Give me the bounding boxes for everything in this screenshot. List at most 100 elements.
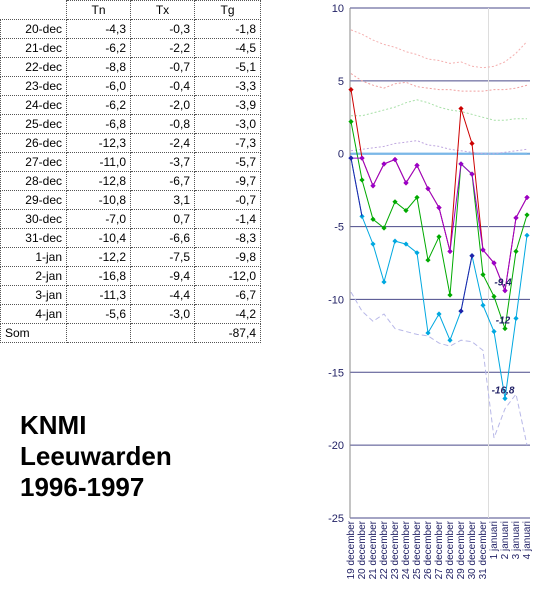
series-point-tx_green <box>513 248 519 254</box>
row-tx: -4,4 <box>130 285 195 305</box>
row-tg: -12,0 <box>194 266 261 286</box>
caption-station: Leeuwarden <box>20 441 172 471</box>
series-point-tg <box>414 162 420 168</box>
x-tick-label: 26 december <box>423 520 434 579</box>
table-body: 20-dec -4,3 -0,3 -1,8 21-dec -6,2 -2,2 -4,5 22-d… <box>0 19 261 324</box>
reference-line-norm_max <box>350 73 528 92</box>
series-point-tg <box>381 161 387 167</box>
row-tg: -3,3 <box>194 76 261 96</box>
row-date: 22-dec <box>0 57 67 77</box>
series-point-tx_green <box>359 177 365 183</box>
series-point-tg <box>436 205 442 211</box>
reference-line-record_min <box>350 291 528 446</box>
row-tx: -3,0 <box>130 304 195 324</box>
x-tick-label: 3 januari <box>511 521 522 559</box>
table-row: 4-jan -5,6 -3,0 -4,2 <box>0 304 261 324</box>
row-tx: -6,6 <box>130 228 195 248</box>
series-point-tn <box>403 241 409 247</box>
reference-line-record_max <box>350 29 528 69</box>
table-row: 1-jan -12,2 -7,5 -9,8 <box>0 247 261 267</box>
sum-tg: -87,4 <box>194 323 261 343</box>
row-tx: -6,7 <box>130 171 195 191</box>
series-point-tn <box>392 238 398 244</box>
row-tx: 3,1 <box>130 190 195 210</box>
x-tick-label: 24 december <box>401 520 412 579</box>
row-tg: -9,7 <box>194 171 261 191</box>
row-date: 26-dec <box>0 133 67 153</box>
row-tg: -5,7 <box>194 152 261 172</box>
x-tick-label: 23 december <box>390 520 401 579</box>
row-tn: -5,6 <box>66 304 131 324</box>
table-row: 28-dec -12,8 -6,7 -9,7 <box>0 171 261 191</box>
row-date: 27-dec <box>0 152 67 172</box>
y-tick-label: -15 <box>328 367 344 379</box>
series-point-tx_green <box>502 325 508 332</box>
row-tx: -2,4 <box>130 133 195 153</box>
x-tick-label: 27 december <box>434 520 445 579</box>
row-tn: -12,2 <box>66 247 131 267</box>
data-annotation: -12 <box>496 316 511 327</box>
y-tick-label: -25 <box>328 513 344 525</box>
table-row: 25-dec -6,8 -0,8 -3,0 <box>0 114 261 134</box>
table-row: 20-dec -4,3 -0,3 -1,8 <box>0 19 261 39</box>
table-row: 21-dec -6,2 -2,2 -4,5 <box>0 38 261 58</box>
data-annotation: -9,4 <box>494 278 512 289</box>
caption-period: 1996-1997 <box>20 472 145 502</box>
row-tg: -5,1 <box>194 57 261 77</box>
x-tick-label: 22 december <box>379 520 390 579</box>
row-date: 29-dec <box>0 190 67 210</box>
series-point-tn <box>447 337 453 343</box>
series-point-tg <box>392 156 398 163</box>
row-tn: -11,3 <box>66 285 131 305</box>
x-tick-label: 19 december <box>346 520 357 579</box>
series-point-tn <box>425 330 431 336</box>
y-tick-label: 5 <box>338 76 344 88</box>
x-tick-label: 4 januari <box>522 521 533 559</box>
series-line-tg <box>351 157 528 293</box>
table-row: 24-dec -6,2 -2,0 -3,9 <box>0 95 261 115</box>
series-point-tx_green <box>381 225 387 231</box>
row-tx: -0,8 <box>130 114 195 134</box>
series-point-tx_green <box>436 234 442 240</box>
row-date: 24-dec <box>0 95 67 115</box>
series-point-tg <box>491 260 497 266</box>
row-tx: -2,0 <box>130 95 195 115</box>
x-tick-label: 2 januari <box>500 521 511 559</box>
table-header-corner <box>0 0 67 20</box>
x-tick-label: 31 december <box>478 520 489 579</box>
row-tx: -0,4 <box>130 76 195 96</box>
row-date: 30-dec <box>0 209 67 229</box>
x-tick-label: 25 december <box>412 520 423 579</box>
y-tick-label: 0 <box>338 149 344 161</box>
row-tn: -6,2 <box>66 95 131 115</box>
x-tick-label: 28 december <box>445 520 456 579</box>
row-tx: -0,7 <box>130 57 195 77</box>
y-tick-label: 10 <box>332 3 344 15</box>
table-row: 3-jan -11,3 -4,4 -6,7 <box>0 285 261 305</box>
row-tx: -3,7 <box>130 152 195 172</box>
caption-source: KNMI <box>20 410 87 440</box>
row-tg: -3,0 <box>194 114 261 134</box>
row-date: 23-dec <box>0 76 67 96</box>
series-point-tg <box>524 194 530 201</box>
series-point-tx_green <box>425 257 431 263</box>
series-line-tn_blue-mid <box>460 255 473 312</box>
series-point-tx <box>458 105 464 112</box>
station-caption: KNMI Leeuwarden 1996-1997 <box>20 410 172 503</box>
row-date: 1-jan <box>0 247 67 267</box>
row-tn: -6,0 <box>66 76 131 96</box>
series-point-tx_green <box>392 199 398 205</box>
series-point-tx_green <box>447 292 453 298</box>
x-tick-label: 1 januari <box>489 521 500 559</box>
table-header-row: Tn Tx Tg <box>0 0 261 20</box>
series-point-tx_green <box>403 207 409 214</box>
series-line-tn_blue-start <box>350 157 363 217</box>
series-point-tx <box>348 87 354 93</box>
x-tick-label: 29 december <box>456 520 467 579</box>
series-point-tx_green <box>414 194 420 201</box>
series-point-tn <box>524 232 530 238</box>
table-row: 23-dec -6,0 -0,4 -3,3 <box>0 76 261 96</box>
row-tn: -16,8 <box>66 266 131 286</box>
table-sum-row: Som -87,4 <box>0 323 261 343</box>
series-point-tg <box>425 186 431 192</box>
